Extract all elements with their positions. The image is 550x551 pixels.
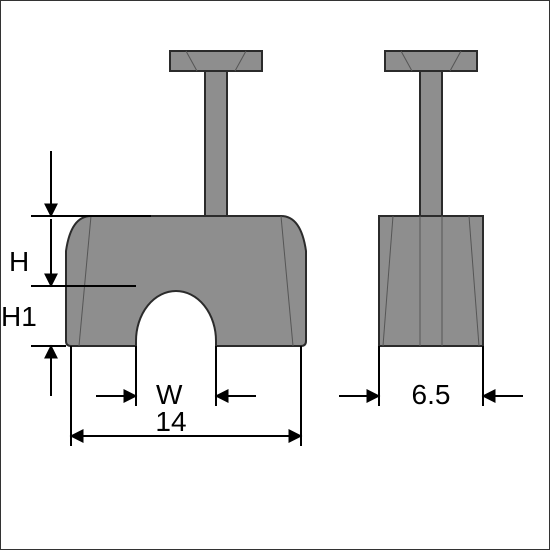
- front-view: H H1 W 14: [1, 51, 306, 446]
- side-block: [379, 216, 483, 346]
- side-view: 6.5: [339, 51, 523, 410]
- dim-14: 14: [71, 406, 301, 437]
- canvas-frame: { "type": "engineering-dimension-drawing…: [0, 0, 550, 550]
- dim-14-label: 14: [155, 406, 186, 437]
- dim-H1-label: H1: [1, 301, 37, 332]
- dim-6_5-label: 6.5: [412, 379, 451, 410]
- drawing: H H1 W 14: [1, 1, 550, 551]
- side-nail: [385, 51, 477, 216]
- front-clip: [66, 216, 306, 346]
- front-nail: [170, 51, 262, 216]
- dim-H: H: [9, 151, 51, 286]
- dim-6_5: 6.5: [339, 379, 523, 410]
- dim-H1: H1: [1, 261, 51, 396]
- dim-H-label: H: [9, 246, 29, 277]
